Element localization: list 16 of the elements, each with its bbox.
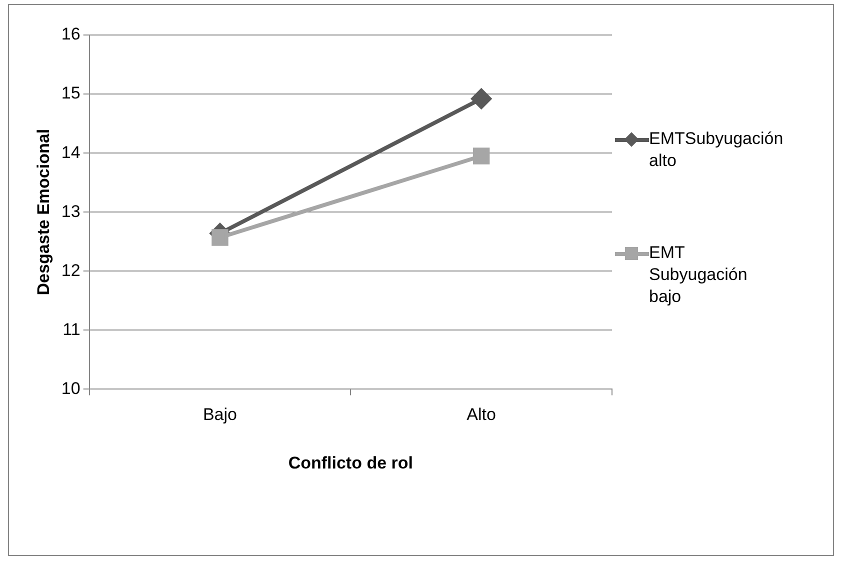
x-tick-label: Bajo: [202, 405, 237, 424]
y-tick-label: 14: [61, 142, 80, 162]
y-tick-label: 13: [61, 202, 80, 221]
point: [212, 229, 228, 246]
y-tick-label: 15: [61, 84, 80, 103]
y-tick-label: 10: [61, 378, 80, 398]
x-tick-label: Alto: [466, 405, 496, 424]
point: [472, 148, 490, 164]
legend-label: EMT Subyugación bajo: [649, 242, 748, 308]
y-tick-label: 11: [62, 320, 80, 339]
y-tick-label: 12: [61, 260, 80, 280]
x-axis-title: Conflicto de rol: [288, 453, 413, 472]
y-axis-title: Desgaste Emocional: [34, 128, 53, 296]
legend-label: EMTSubyugación alto: [649, 128, 784, 172]
y-tick-label: 16: [61, 24, 80, 44]
point: [471, 88, 492, 109]
